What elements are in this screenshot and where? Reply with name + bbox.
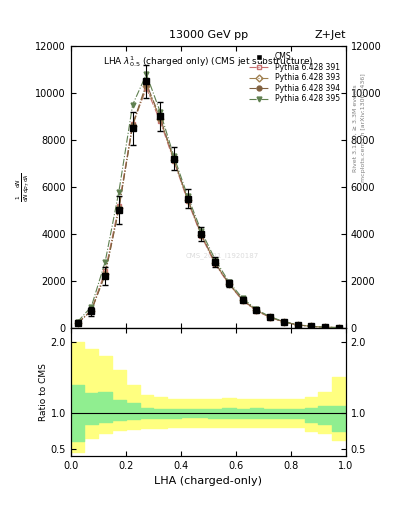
- Pythia 6.428 394: [254, 307, 259, 313]
- Pythia 6.428 393: [171, 157, 176, 163]
- Pythia 6.428 394: [130, 122, 135, 128]
- Pythia 6.428 391: [240, 297, 245, 304]
- Pythia 6.428 393: [295, 322, 300, 328]
- Pythia 6.428 393: [309, 323, 314, 329]
- Pythia 6.428 393: [116, 205, 121, 211]
- Pythia 6.428 395: [213, 257, 218, 263]
- Pythia 6.428 395: [295, 322, 300, 328]
- Pythia 6.428 393: [240, 297, 245, 303]
- Pythia 6.428 391: [158, 118, 163, 124]
- Pythia 6.428 395: [89, 304, 94, 310]
- Pythia 6.428 394: [323, 324, 328, 330]
- Line: Pythia 6.428 393: Pythia 6.428 393: [75, 83, 342, 330]
- Pythia 6.428 394: [185, 196, 190, 202]
- Pythia 6.428 391: [268, 314, 272, 321]
- Text: Rivet 3.1.10, ≥ 3.3M events: Rivet 3.1.10, ≥ 3.3M events: [353, 84, 358, 172]
- Pythia 6.428 394: [89, 308, 94, 314]
- Pythia 6.428 395: [130, 102, 135, 108]
- Pythia 6.428 395: [171, 153, 176, 159]
- X-axis label: LHA (charged-only): LHA (charged-only): [154, 476, 262, 486]
- Pythia 6.428 393: [158, 116, 163, 122]
- Pythia 6.428 391: [89, 307, 94, 313]
- Pythia 6.428 391: [226, 281, 231, 287]
- Pythia 6.428 395: [254, 306, 259, 312]
- Pythia 6.428 394: [144, 80, 149, 87]
- Pythia 6.428 394: [268, 314, 272, 321]
- Pythia 6.428 391: [185, 198, 190, 204]
- Text: Z+Jet: Z+Jet: [314, 30, 346, 40]
- Pythia 6.428 395: [323, 324, 328, 330]
- Pythia 6.428 391: [254, 308, 259, 314]
- Text: LHA $\lambda^{1}_{0.5}$ (charged only) (CMS jet substructure): LHA $\lambda^{1}_{0.5}$ (charged only) (…: [103, 55, 314, 70]
- Text: 13000 GeV pp: 13000 GeV pp: [169, 30, 248, 40]
- Pythia 6.428 394: [158, 115, 163, 121]
- Legend: CMS, Pythia 6.428 391, Pythia 6.428 393, Pythia 6.428 394, Pythia 6.428 395: CMS, Pythia 6.428 391, Pythia 6.428 393,…: [247, 50, 342, 105]
- Pythia 6.428 394: [103, 272, 108, 278]
- Pythia 6.428 394: [226, 281, 231, 287]
- Pythia 6.428 393: [336, 325, 341, 331]
- Y-axis label: Ratio to CMS: Ratio to CMS: [39, 362, 48, 421]
- Pythia 6.428 391: [103, 268, 108, 274]
- Pythia 6.428 393: [226, 281, 231, 287]
- Pythia 6.428 395: [144, 71, 149, 77]
- Pythia 6.428 395: [103, 259, 108, 265]
- Pythia 6.428 395: [158, 109, 163, 115]
- Pythia 6.428 394: [171, 156, 176, 162]
- Pythia 6.428 395: [199, 228, 204, 234]
- Pythia 6.428 391: [336, 325, 341, 331]
- Pythia 6.428 391: [309, 323, 314, 329]
- Pythia 6.428 393: [323, 324, 328, 330]
- Pythia 6.428 394: [240, 297, 245, 303]
- Pythia 6.428 391: [171, 158, 176, 164]
- Pythia 6.428 391: [116, 203, 121, 209]
- Line: Pythia 6.428 394: Pythia 6.428 394: [75, 81, 342, 330]
- Pythia 6.428 395: [336, 325, 341, 331]
- Pythia 6.428 393: [130, 123, 135, 129]
- Pythia 6.428 393: [268, 314, 272, 321]
- Pythia 6.428 394: [116, 206, 121, 212]
- Pythia 6.428 391: [144, 85, 149, 91]
- Pythia 6.428 394: [75, 320, 80, 326]
- Pythia 6.428 395: [75, 319, 80, 325]
- Pythia 6.428 391: [323, 324, 328, 330]
- Pythia 6.428 395: [116, 188, 121, 195]
- Y-axis label: $\frac{1}{\mathrm{d}N}\frac{\mathrm{d}N}{\mathrm{d}p_T\,\mathrm{d}\lambda}$: $\frac{1}{\mathrm{d}N}\frac{\mathrm{d}N}…: [15, 172, 32, 202]
- Pythia 6.428 394: [295, 322, 300, 328]
- Pythia 6.428 391: [295, 322, 300, 328]
- Pythia 6.428 395: [268, 314, 272, 320]
- Pythia 6.428 394: [336, 325, 341, 331]
- Pythia 6.428 394: [199, 231, 204, 238]
- Pythia 6.428 395: [240, 295, 245, 302]
- Pythia 6.428 393: [185, 197, 190, 203]
- Pythia 6.428 391: [130, 120, 135, 126]
- Pythia 6.428 393: [254, 307, 259, 313]
- Pythia 6.428 395: [185, 193, 190, 199]
- Line: Pythia 6.428 391: Pythia 6.428 391: [75, 86, 342, 330]
- Text: mcplots.cern.ch [arXiv:1306.3436]: mcplots.cern.ch [arXiv:1306.3436]: [361, 74, 366, 182]
- Pythia 6.428 391: [199, 233, 204, 239]
- Pythia 6.428 393: [281, 319, 286, 325]
- Line: Pythia 6.428 395: Pythia 6.428 395: [75, 72, 342, 330]
- Pythia 6.428 393: [103, 271, 108, 277]
- Pythia 6.428 393: [213, 260, 218, 266]
- Pythia 6.428 391: [75, 321, 80, 327]
- Pythia 6.428 394: [213, 260, 218, 266]
- Pythia 6.428 394: [309, 323, 314, 329]
- Pythia 6.428 393: [75, 320, 80, 326]
- Pythia 6.428 395: [309, 323, 314, 329]
- Text: CMS_2021_I1920187: CMS_2021_I1920187: [185, 252, 259, 259]
- Pythia 6.428 394: [281, 319, 286, 325]
- Pythia 6.428 391: [281, 319, 286, 325]
- Pythia 6.428 393: [199, 232, 204, 238]
- Pythia 6.428 393: [144, 83, 149, 89]
- Pythia 6.428 395: [281, 318, 286, 325]
- Pythia 6.428 395: [226, 279, 231, 285]
- Pythia 6.428 393: [89, 308, 94, 314]
- Pythia 6.428 391: [213, 261, 218, 267]
